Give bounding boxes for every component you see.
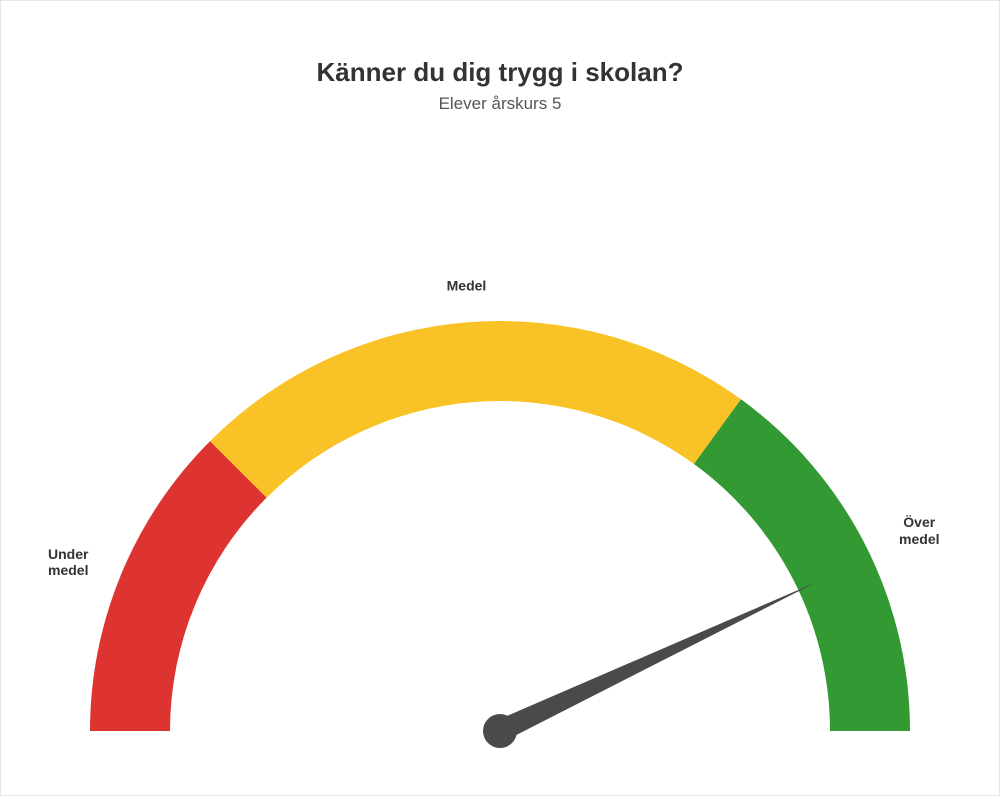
- chart-title: Känner du dig trygg i skolan?: [1, 57, 999, 88]
- gauge-chart: [0, 151, 1000, 801]
- gauge-segment-label-2: Över medel: [899, 514, 939, 548]
- title-block: Känner du dig trygg i skolan? Elever års…: [1, 57, 999, 114]
- gauge-segment-label-0: Under medel: [48, 546, 88, 580]
- gauge-segment-2: [694, 399, 910, 731]
- gauge-hub: [483, 714, 517, 748]
- gauge-segment-1: [210, 321, 741, 498]
- gauge-needle: [495, 582, 816, 741]
- chart-frame: Känner du dig trygg i skolan? Elever års…: [0, 0, 1000, 796]
- chart-subtitle: Elever årskurs 5: [1, 94, 999, 114]
- gauge-segment-0: [90, 441, 267, 731]
- gauge-segment-label-1: Medel: [447, 278, 487, 295]
